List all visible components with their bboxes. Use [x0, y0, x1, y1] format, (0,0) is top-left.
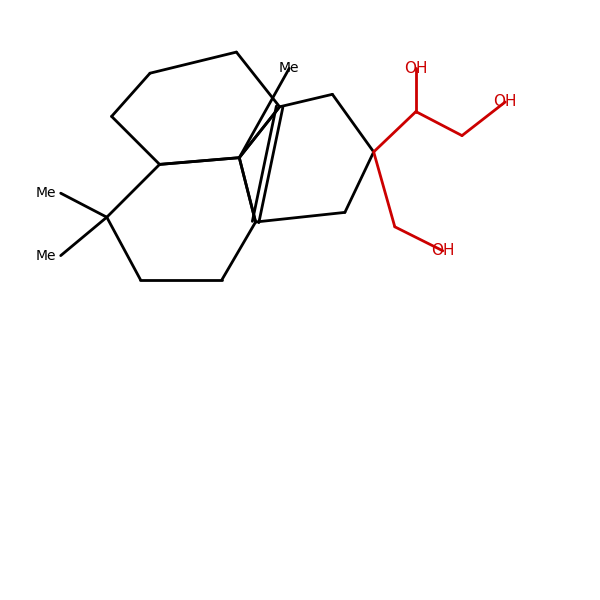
Text: Me: Me [35, 248, 56, 263]
Text: OH: OH [431, 243, 455, 258]
Text: OH: OH [404, 61, 428, 76]
Text: OH: OH [493, 94, 517, 109]
Text: Me: Me [279, 61, 299, 76]
Text: Me: Me [35, 186, 56, 200]
